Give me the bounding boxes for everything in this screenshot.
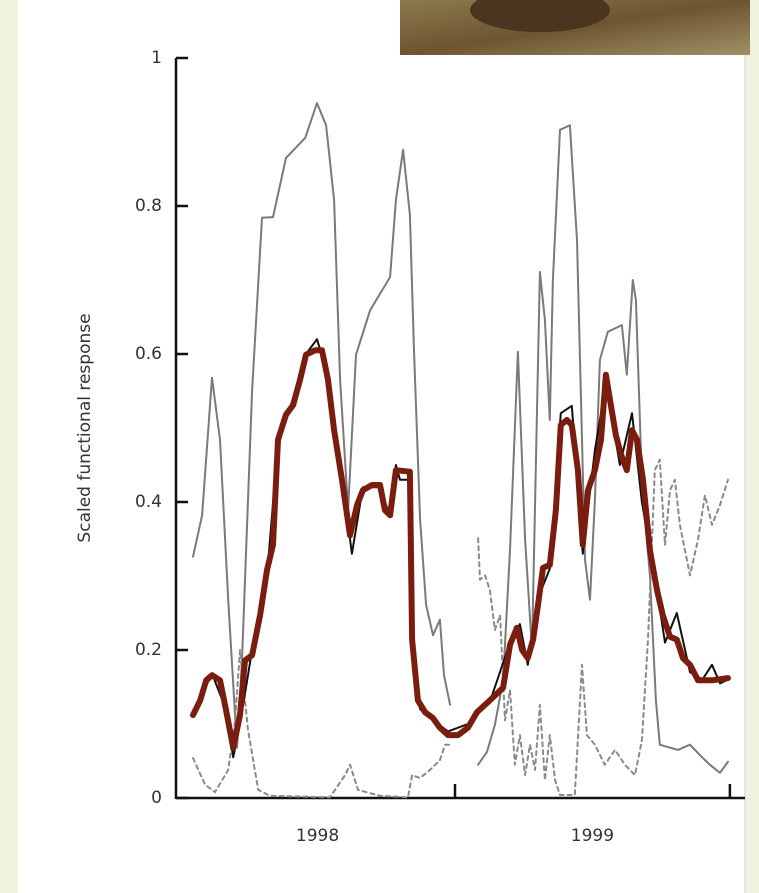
y-tick-label: 0.4 — [135, 492, 162, 512]
y-axis-label: Scaled functional response — [75, 313, 95, 542]
y-tick-label: 0.8 — [135, 196, 162, 216]
x-tick-label: 1999 — [571, 826, 614, 846]
y-tick-label: 1 — [151, 48, 162, 68]
series-line — [192, 458, 729, 799]
y-tick-label: 0 — [151, 788, 162, 808]
x-tick-label: 1998 — [296, 826, 339, 846]
series-line — [190, 347, 731, 751]
y-tick-label: 0.6 — [135, 344, 162, 364]
y-tick-label: 0.2 — [135, 640, 162, 660]
photo-animal — [470, 0, 610, 32]
